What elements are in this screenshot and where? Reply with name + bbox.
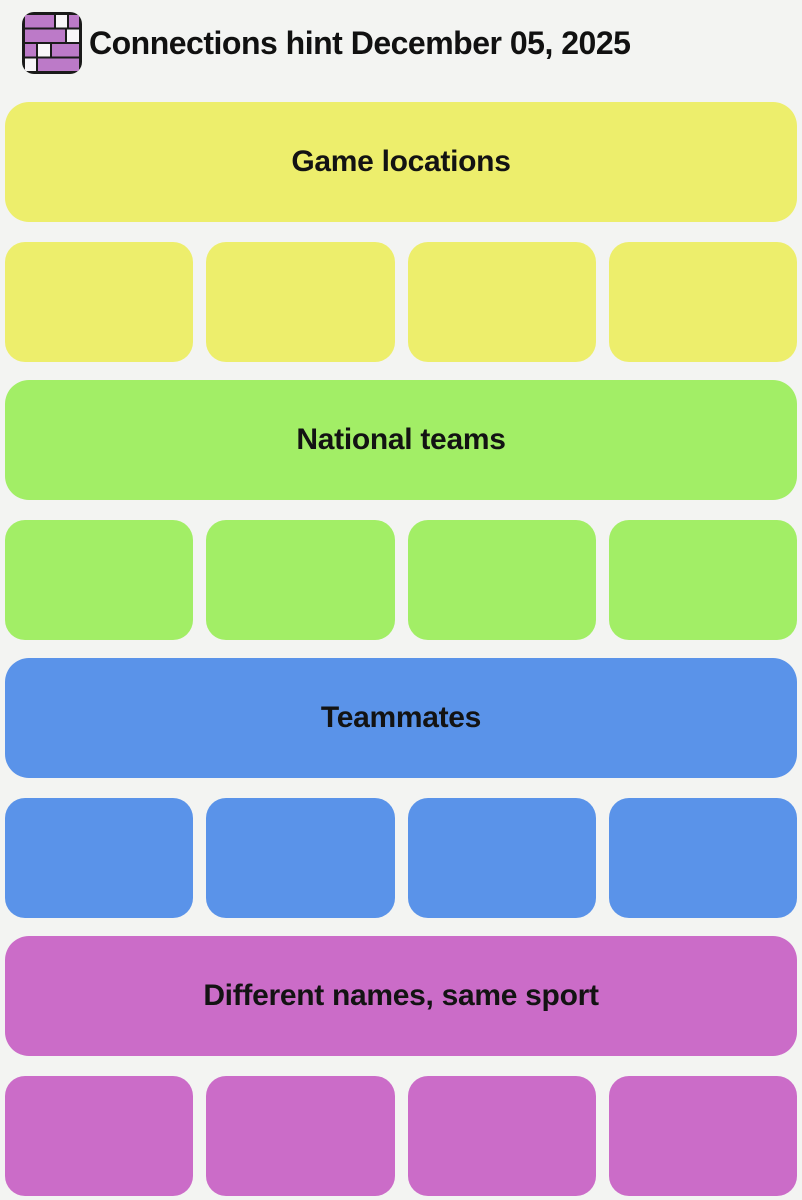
hint-group: National teams — [5, 380, 797, 640]
hidden-answer-tile[interactable] — [407, 520, 596, 640]
hidden-answer-tile[interactable] — [407, 1076, 596, 1196]
group-category-label: Game locations — [291, 145, 511, 178]
group-category-label: Teammates — [320, 701, 482, 734]
hidden-answer-tile[interactable] — [5, 242, 194, 362]
group-category-banner: National teams — [5, 380, 797, 500]
hidden-answer-tile[interactable] — [206, 1076, 395, 1196]
hint-group: Teammates — [5, 658, 797, 918]
hidden-answer-tile[interactable] — [608, 798, 797, 918]
hidden-answer-tile[interactable] — [608, 1076, 797, 1196]
group-tiles-row — [5, 1076, 797, 1196]
hidden-answer-tile[interactable] — [608, 242, 797, 362]
group-category-banner: Teammates — [5, 658, 797, 778]
hidden-answer-tile[interactable] — [5, 520, 194, 640]
page-title: Connections hint December 05, 2025 — [89, 24, 631, 61]
group-category-label: National teams — [296, 423, 506, 456]
hidden-answer-tile[interactable] — [407, 242, 596, 362]
group-tiles-row — [5, 798, 797, 918]
group-category-banner: Game locations — [5, 102, 797, 222]
group-tiles-row — [5, 242, 797, 362]
hidden-answer-tile[interactable] — [206, 242, 395, 362]
hidden-answer-tile[interactable] — [206, 520, 395, 640]
hidden-answer-tile[interactable] — [206, 798, 395, 918]
hidden-answer-tile[interactable] — [608, 520, 797, 640]
group-category-label: Different names, same sport — [203, 979, 599, 1012]
connections-grid-icon — [22, 12, 82, 74]
group-tiles-row — [5, 520, 797, 640]
hidden-answer-tile[interactable] — [407, 798, 596, 918]
hidden-answer-tile[interactable] — [5, 798, 194, 918]
header: Connections hint December 05, 2025 — [0, 0, 802, 74]
hint-group: Game locations — [5, 102, 797, 362]
hidden-answer-tile[interactable] — [5, 1076, 194, 1196]
group-category-banner: Different names, same sport — [5, 936, 797, 1056]
hint-group: Different names, same sport — [5, 936, 797, 1196]
groups-list: Game locations National teams Teammates … — [0, 102, 802, 1196]
